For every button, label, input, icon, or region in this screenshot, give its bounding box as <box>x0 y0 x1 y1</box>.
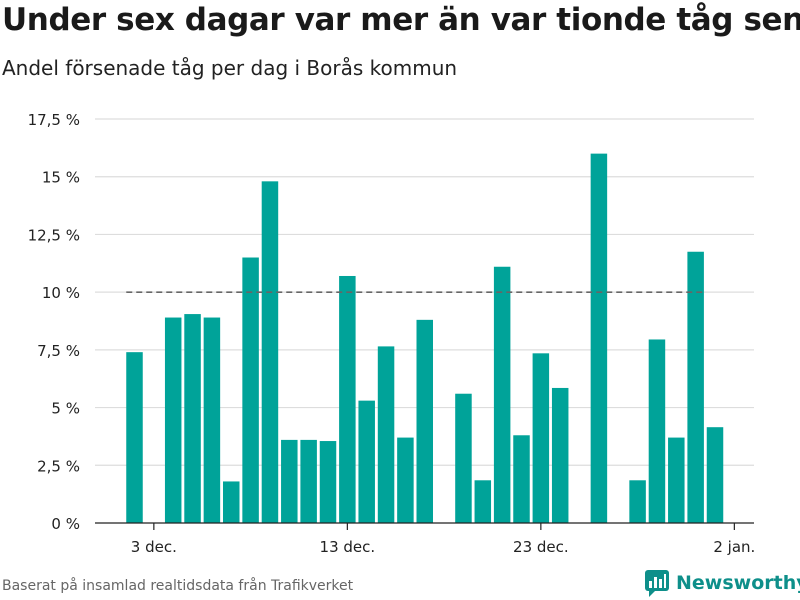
y-tick-label: 10 % <box>42 284 80 302</box>
newsworthy-logo[interactable]: Newsworthy <box>644 568 800 598</box>
x-tick-label: 3 dec. <box>131 538 177 556</box>
y-tick-label: 2,5 % <box>37 457 80 475</box>
bar <box>319 441 337 523</box>
bar <box>397 437 414 523</box>
bar <box>126 352 143 523</box>
bar <box>532 353 550 523</box>
y-tick-label: 5 % <box>51 400 80 418</box>
bar <box>300 439 317 523</box>
y-tick-label: 15 % <box>42 169 80 187</box>
chart-title: Under sex dagar var mer än var tionde tå… <box>2 2 800 38</box>
bar <box>339 275 356 523</box>
bar <box>261 181 279 523</box>
bar <box>223 481 240 523</box>
bar <box>474 480 492 523</box>
bar <box>358 400 375 523</box>
bar <box>513 435 530 523</box>
brand-name: Newsworthy <box>676 572 800 594</box>
bar <box>416 319 433 523</box>
bar <box>164 317 182 523</box>
bar <box>648 339 666 523</box>
y-tick-label: 17,5 % <box>28 111 80 129</box>
x-tick-label: 13 dec. <box>320 538 376 556</box>
bar <box>551 387 569 523</box>
bar <box>706 427 724 523</box>
bar <box>377 346 395 523</box>
newsworthy-logo-icon <box>645 570 669 597</box>
bar <box>455 393 472 523</box>
y-tick-label: 7,5 % <box>37 342 80 360</box>
bar <box>590 153 608 523</box>
bar <box>203 317 221 523</box>
bar <box>493 266 511 523</box>
x-tick-label: 23 dec. <box>513 538 569 556</box>
y-tick-label: 12,5 % <box>28 226 80 244</box>
bar <box>668 437 685 523</box>
bar <box>184 314 201 523</box>
bar <box>629 480 646 523</box>
bar <box>242 257 259 523</box>
chart-subtitle: Andel försenade tåg per dag i Borås komm… <box>2 56 458 80</box>
bar <box>687 251 704 523</box>
x-tick-label: 2 jan. <box>713 538 755 556</box>
source-note: Baserat på insamlad realtidsdata från Tr… <box>2 578 354 594</box>
y-tick-label: 0 % <box>51 515 80 533</box>
bar <box>281 439 298 523</box>
